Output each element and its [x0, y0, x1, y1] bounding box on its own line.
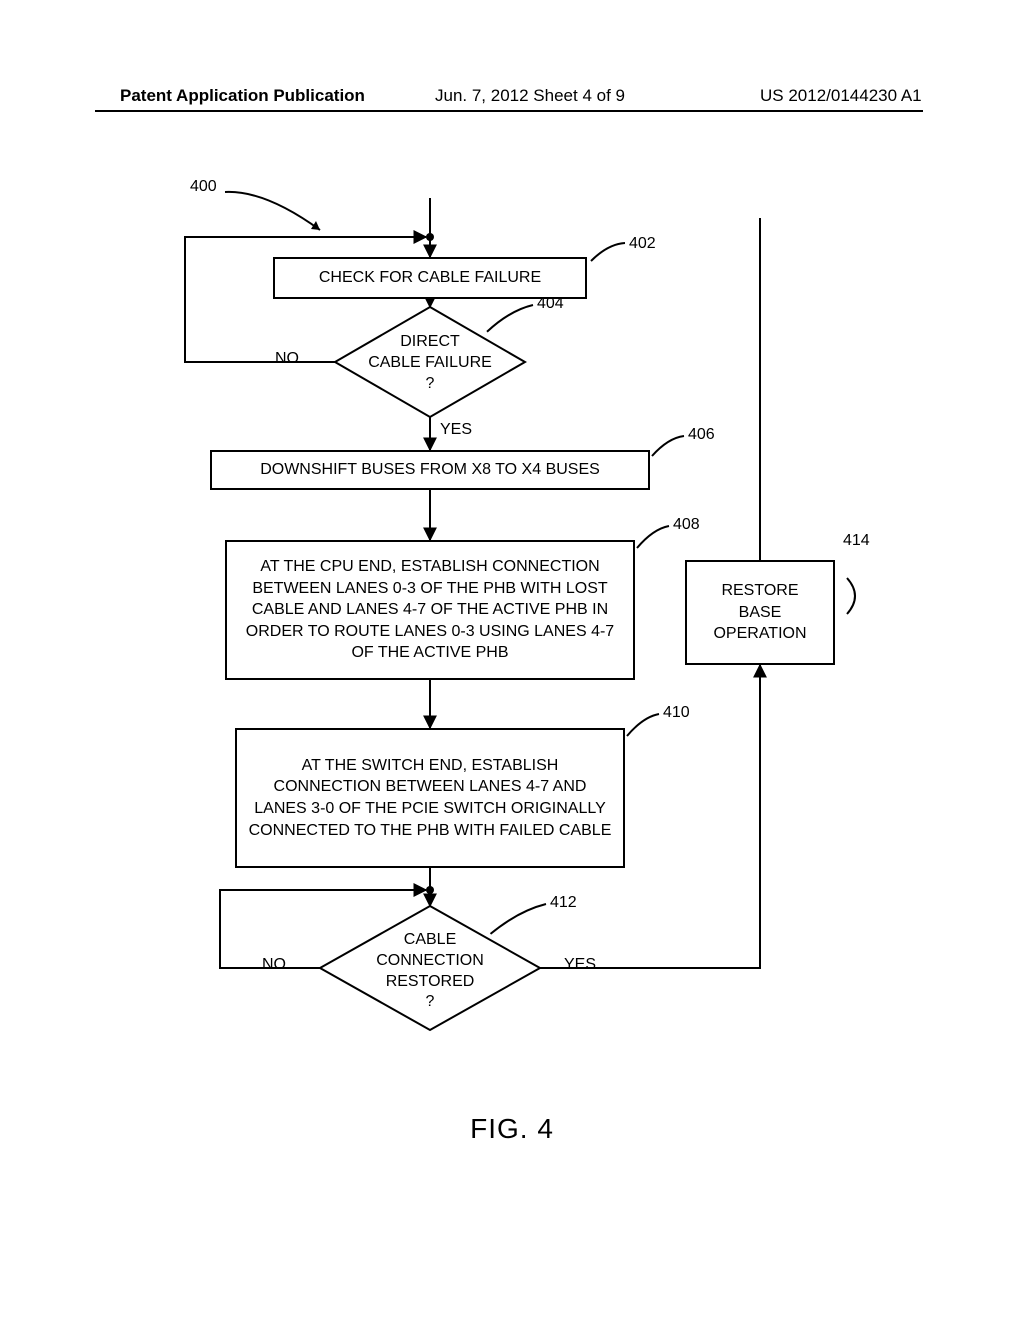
page: Patent Application Publication Jun. 7, 2… — [0, 0, 1024, 1320]
edge-412-yes: YES — [564, 956, 596, 974]
node-restore-base: RESTORE BASE OPERATION — [685, 560, 835, 665]
edge-404-yes: YES — [440, 421, 472, 439]
ref-406: 406 — [688, 426, 715, 444]
ref-404: 404 — [537, 295, 564, 313]
ref-414: 414 — [843, 532, 870, 550]
node-408-text: AT THE CPU END, ESTABLISH CONNECTION BET… — [237, 556, 623, 664]
header-mid: Jun. 7, 2012 Sheet 4 of 9 — [435, 86, 625, 106]
ref-402: 402 — [629, 235, 656, 253]
node-check-cable-failure: CHECK FOR CABLE FAILURE — [273, 257, 587, 299]
ref-410: 410 — [663, 704, 690, 722]
ref-400: 400 — [190, 178, 217, 196]
header-left: Patent Application Publication — [120, 86, 365, 106]
figure-label: FIG. 4 — [0, 1113, 1024, 1145]
node-cpu-end: AT THE CPU END, ESTABLISH CONNECTION BET… — [225, 540, 635, 680]
edge-404-no: NO — [275, 350, 299, 368]
node-switch-end: AT THE SWITCH END, ESTABLISH CONNECTION … — [235, 728, 625, 868]
node-414-text: RESTORE BASE OPERATION — [713, 580, 806, 645]
node-402-text: CHECK FOR CABLE FAILURE — [319, 267, 541, 289]
flowchart: 400 CHECK FOR CABLE FAILURE DOWNSHIFT BU… — [95, 180, 925, 1120]
node-406-text: DOWNSHIFT BUSES FROM X8 TO X4 BUSES — [260, 459, 600, 481]
node-downshift-buses: DOWNSHIFT BUSES FROM X8 TO X4 BUSES — [210, 450, 650, 490]
ref-412: 412 — [550, 894, 577, 912]
ref-408: 408 — [673, 516, 700, 534]
node-410-text: AT THE SWITCH END, ESTABLISH CONNECTION … — [247, 755, 613, 841]
edge-412-no: NO — [262, 956, 286, 974]
header-right: US 2012/0144230 A1 — [760, 86, 922, 106]
header-rule — [95, 110, 923, 112]
